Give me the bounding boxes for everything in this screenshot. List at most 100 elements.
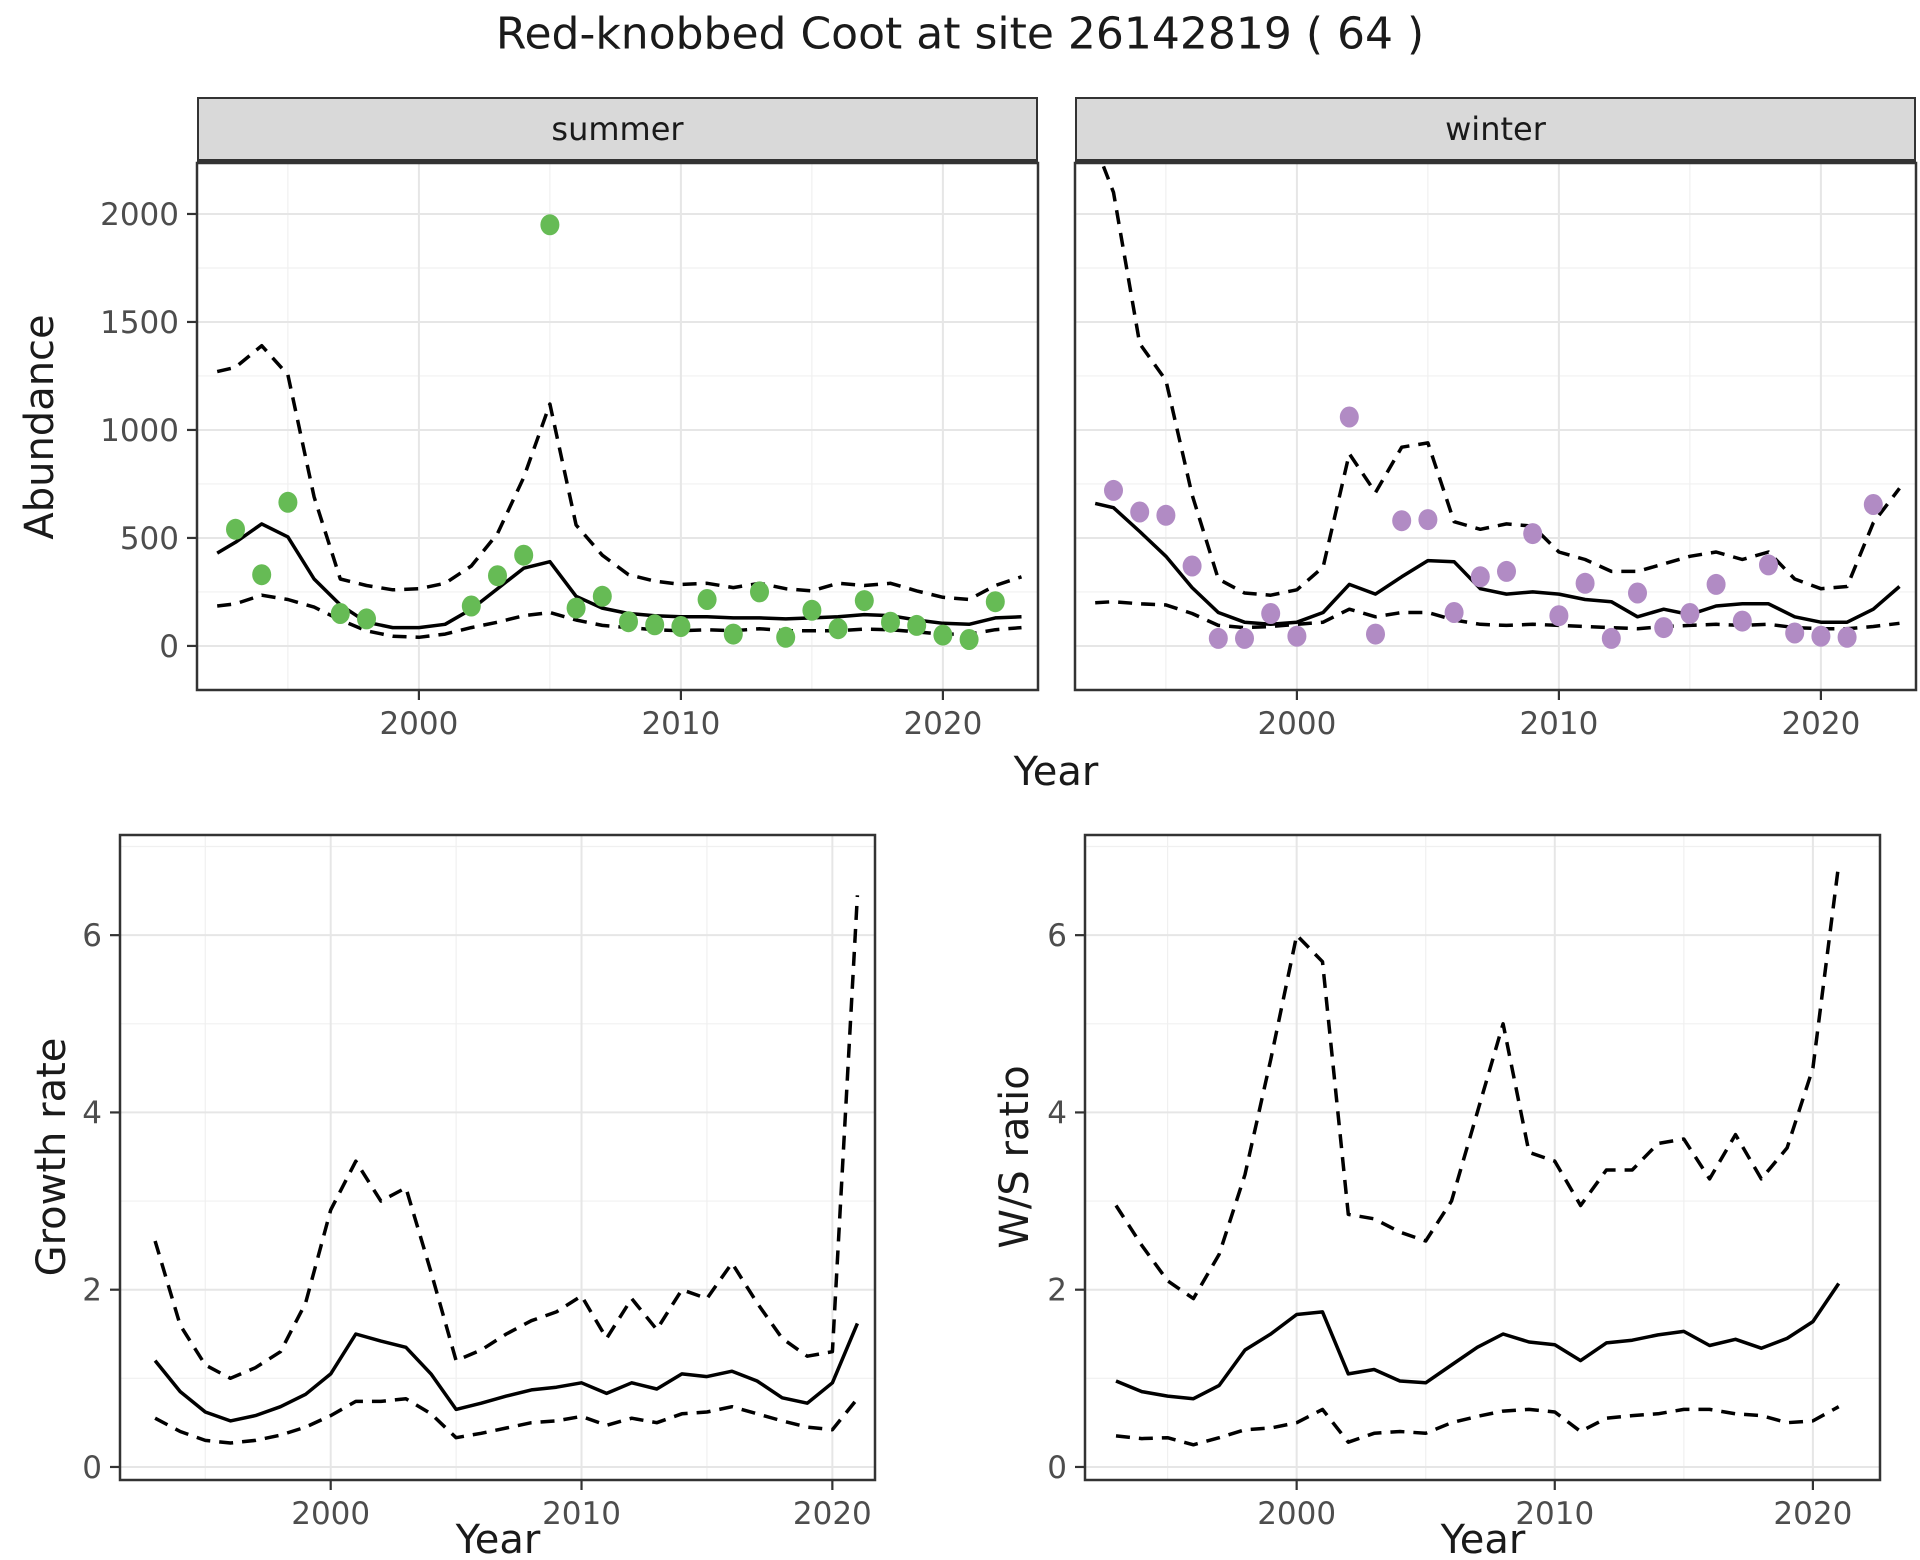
series-upper-ci-growth — [153, 895, 860, 1381]
data-point — [357, 608, 376, 630]
panel-growth: 2000 2010 2020 0 2 4 6 — [82, 833, 877, 1532]
x-tick-label: 2010 — [641, 706, 720, 742]
data-point — [1261, 603, 1281, 624]
series-fit-ws — [1115, 1282, 1841, 1401]
x-tick-label: 2010 — [1519, 706, 1598, 742]
y-axis-title-abundance: Abundance — [17, 314, 63, 540]
y-tick-label: 6 — [1047, 918, 1067, 954]
y-tick-label: 6 — [82, 918, 102, 954]
data-point — [697, 589, 717, 610]
panel-abundance-winter: 2000 2010 2020 — [1073, 161, 1918, 742]
y-tick-label: 2000 — [100, 197, 179, 233]
x-tick-label: 2020 — [793, 1496, 872, 1532]
data-point — [1418, 509, 1438, 531]
series-group-ws — [1114, 863, 1841, 1447]
data-point — [959, 629, 979, 650]
data-point — [828, 618, 848, 640]
data-point — [1811, 625, 1831, 647]
facet-strip-summer: summer — [197, 97, 1038, 163]
series-upper-ci-ws — [1114, 863, 1841, 1301]
data-point — [1182, 555, 1202, 577]
x-axis-title-year-ws: Year — [1440, 1517, 1526, 1560]
data-point — [1628, 582, 1647, 604]
data-point — [750, 581, 769, 603]
data-point — [1497, 560, 1516, 582]
data-point — [1208, 627, 1228, 649]
data-point — [1470, 566, 1490, 588]
series-group-abundance-winter — [1094, 163, 1901, 649]
x-tick-label: 2010 — [1515, 1496, 1594, 1532]
data-point — [540, 214, 560, 236]
data-point — [1130, 501, 1150, 523]
data-point — [1104, 479, 1123, 501]
chart-title: Red-knobbed Coot at site 26142819 ( 64 ) — [495, 8, 1425, 60]
data-point — [514, 544, 534, 566]
y-tick-label: 1000 — [100, 413, 179, 449]
panel-background — [120, 835, 875, 1480]
y-tick-label: 4 — [1047, 1095, 1067, 1131]
series-lower-ci-ws — [1115, 1405, 1840, 1447]
x-axis-title-year-top: Year — [1013, 749, 1099, 795]
panel-border-ws — [1083, 833, 1882, 1482]
panel-background — [1085, 835, 1880, 1480]
data-point — [461, 595, 481, 617]
x-axis-title-year-growth: Year — [455, 1517, 541, 1560]
data-point — [802, 599, 822, 621]
data-point — [776, 626, 796, 648]
data-point — [1156, 504, 1176, 526]
series-lower-ci-abundance-winter — [1095, 599, 1900, 631]
facet-strip-winter: winter — [1075, 97, 1916, 163]
panel-ws: 2000 2010 2020 0 2 4 6 — [1047, 833, 1882, 1532]
data-point — [1366, 623, 1385, 645]
facet-strip-winter-label: winter — [1445, 110, 1546, 148]
data-point — [619, 611, 638, 633]
data-point — [1785, 622, 1805, 644]
y-axis-title-ws-ratio: W/S ratio — [992, 1065, 1038, 1249]
data-point — [723, 623, 743, 645]
x-tick-label: 2020 — [903, 706, 982, 742]
data-point — [592, 585, 612, 607]
series-lower-ci-growth — [154, 1396, 859, 1445]
data-point — [1444, 602, 1464, 623]
y-tick-label: 2 — [1047, 1273, 1067, 1309]
panel-border-abundance-winter — [1073, 161, 1918, 692]
x-tick-label: 2010 — [542, 1496, 621, 1532]
x-tick-label: 2000 — [379, 706, 458, 742]
data-point — [226, 518, 245, 540]
series-fit-growth — [153, 1322, 860, 1423]
series-group-abundance-summer — [216, 214, 1023, 650]
data-point — [1523, 523, 1543, 545]
data-point — [330, 603, 350, 624]
series-group-growth — [153, 895, 860, 1445]
panel-abundance-summer: 2000 2010 2020 0 500 1000 1500 2000 — [100, 161, 1040, 742]
data-point — [671, 616, 691, 637]
data-point — [907, 614, 927, 636]
data-point — [1837, 626, 1857, 648]
panel-border-abundance-summer — [195, 161, 1040, 692]
data-point — [854, 590, 874, 612]
y-tick-label: 2 — [82, 1273, 102, 1309]
data-point — [278, 491, 298, 513]
data-point — [488, 565, 507, 587]
y-axis-title-growth-rate: Growth rate — [29, 1037, 75, 1277]
x-tick-label: 2000 — [291, 1496, 370, 1532]
data-point — [645, 614, 665, 636]
series-upper-ci-abundance-summer — [216, 343, 1023, 602]
y-tick-label: 4 — [82, 1095, 102, 1131]
data-point — [933, 624, 953, 646]
data-point — [566, 597, 586, 619]
data-point — [985, 591, 1005, 613]
data-point — [881, 611, 900, 633]
series-fit-abundance-winter — [1094, 501, 1901, 627]
facet-strip-summer-label: summer — [551, 110, 684, 148]
data-point — [1680, 603, 1700, 624]
data-point — [1339, 406, 1359, 428]
x-tick-label: 2000 — [1257, 1496, 1336, 1532]
data-point — [1654, 617, 1674, 639]
y-tick-label: 0 — [1047, 1450, 1067, 1486]
y-tick-label: 1500 — [100, 305, 179, 341]
x-tick-label: 2000 — [1257, 706, 1336, 742]
data-point — [1706, 573, 1726, 595]
